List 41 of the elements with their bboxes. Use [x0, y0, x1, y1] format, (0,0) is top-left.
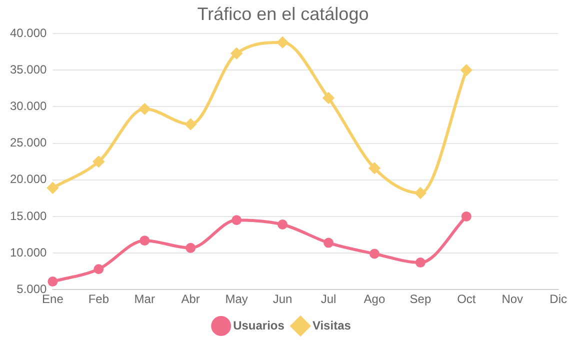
- x-tick-label: Oct: [457, 292, 476, 306]
- chart-title: Tráfico en el catálogo: [197, 4, 369, 24]
- y-tick-label: 10.000: [10, 245, 48, 260]
- x-tick-label: Sep: [410, 292, 432, 306]
- point: [186, 242, 196, 253]
- point: [232, 215, 242, 226]
- point: [369, 248, 380, 259]
- point: [94, 264, 104, 274]
- point: [368, 162, 380, 174]
- x-tick-label: Jun: [272, 292, 292, 306]
- point: [278, 220, 288, 230]
- x-tick-label: Ago: [364, 292, 386, 306]
- point: [461, 211, 472, 222]
- y-tick-label: 30.000: [10, 99, 48, 114]
- y-tick-label: 15.000: [10, 208, 48, 223]
- x-tick-label: Mar: [134, 292, 155, 306]
- point: [324, 238, 334, 248]
- point: [140, 236, 150, 246]
- y-tick-label: 35.000: [10, 62, 48, 76]
- point: [323, 92, 334, 104]
- x-tick-label: Dic: [550, 292, 568, 306]
- point: [47, 182, 58, 194]
- point: [139, 103, 150, 114]
- legend-label: Usuarios: [233, 318, 285, 332]
- x-tick-label: Abr: [181, 292, 200, 306]
- point: [231, 48, 242, 59]
- legend-label: Visitas: [312, 318, 352, 332]
- x-tick-label: Feb: [88, 292, 110, 306]
- x-tick-label: Jul: [320, 292, 336, 306]
- y-tick-label: 40.000: [10, 26, 48, 40]
- x-tick-label: May: [225, 292, 248, 306]
- point: [460, 64, 472, 76]
- point: [48, 276, 58, 287]
- point: [185, 118, 196, 130]
- point: [414, 188, 426, 199]
- y-tick-label: 20.000: [10, 172, 48, 186]
- y-tick-label: 25.000: [10, 136, 48, 150]
- point: [277, 36, 288, 48]
- point: [415, 258, 426, 268]
- x-tick-label: Nov: [502, 292, 524, 306]
- point: [93, 156, 104, 168]
